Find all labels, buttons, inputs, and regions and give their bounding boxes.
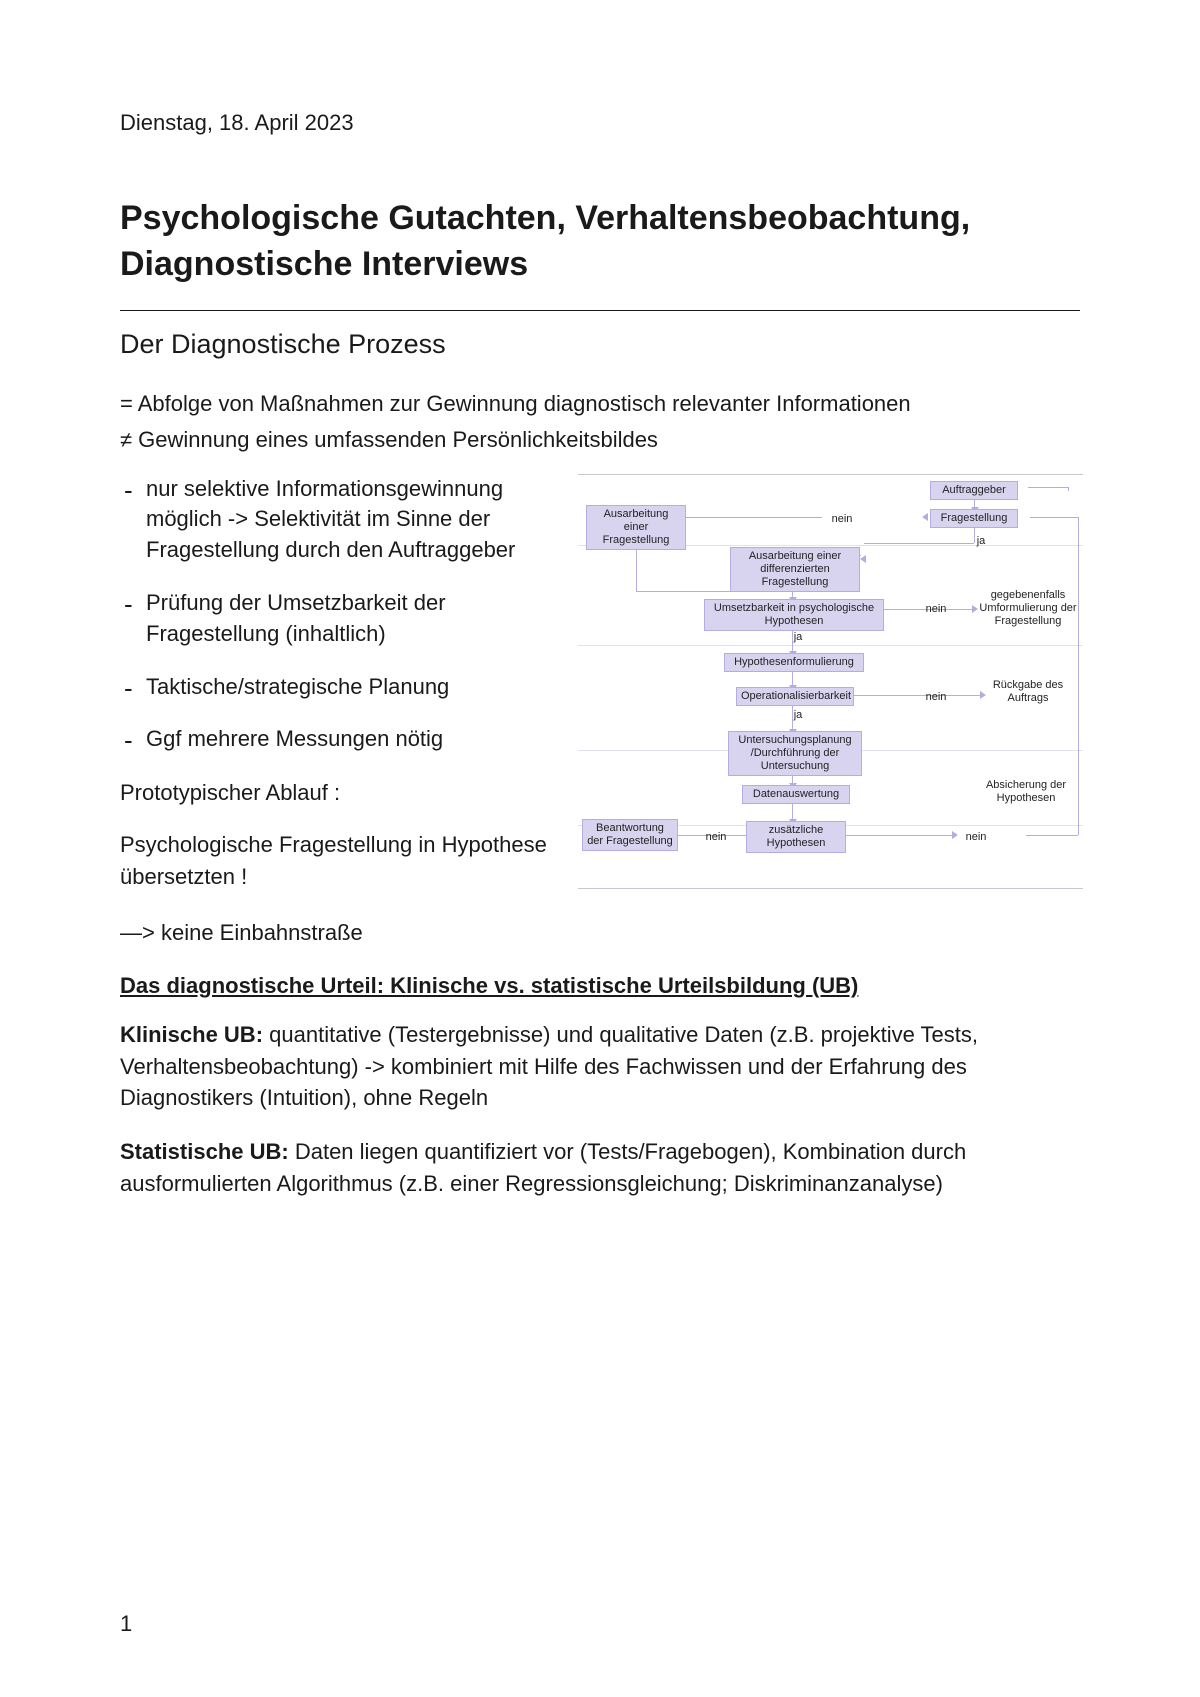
flowchart-node-oper: Operationalisierbarkeit [736, 687, 854, 706]
flowchart-label: nein [956, 831, 996, 844]
flowchart-connector [1030, 517, 1078, 518]
flowchart-label: nein [696, 831, 736, 844]
document-page: Dienstag, 18. April 2023 Psychologische … [0, 0, 1200, 1697]
definition-equals: = Abfolge von Maßnahmen zur Gewinnung di… [120, 388, 1080, 420]
section-subtitle: Der Diagnostische Prozess [120, 329, 1080, 360]
flowchart-connector [1078, 517, 1079, 835]
flowchart-node-hypForm: Hypothesenformulierung [724, 653, 864, 672]
flowchart-connector [1028, 487, 1068, 488]
flowchart-label: ja [788, 631, 808, 644]
flowchart-node-auftraggeber: Auftraggeber [930, 481, 1018, 500]
flowchart-label: Absicherung der Hypothesen [976, 779, 1076, 805]
flowchart-node-zushyp: zusätzliche Hypothesen [746, 821, 846, 853]
flowchart-label: gegebenenfalls Umformulierung der Frages… [976, 589, 1080, 629]
arrow-left-icon [860, 555, 866, 563]
flowchart-gridline [578, 645, 1083, 646]
flowchart-label: ja [966, 535, 996, 548]
bullet-column: nur selektive Informationsgewinnung mögl… [120, 474, 560, 913]
bullet-list: nur selektive Informationsgewinnung mögl… [120, 474, 560, 756]
flowchart-node-untplan: Untersuchungsplanung /Durchführung der U… [728, 731, 862, 777]
title-divider [120, 310, 1080, 311]
klinische-ub-label: Klinische UB: [120, 1022, 263, 1047]
flowchart-label: nein [916, 603, 956, 616]
proto-heading: Prototypischer Ablauf : [120, 777, 560, 809]
definition-notequals: ≠ Gewinnung eines umfassenden Persönlich… [120, 424, 1080, 456]
flowchart-connector [1068, 487, 1069, 491]
two-column-layout: nur selektive Informationsgewinnung mögl… [120, 474, 1080, 913]
klinische-ub-para: Klinische UB: quantitative (Testergebnis… [120, 1019, 1080, 1115]
after-columns: —> keine Einbahnstraße Das diagnostische… [120, 917, 1080, 1200]
list-item: Ggf mehrere Messungen nötig [120, 724, 560, 755]
list-item: Taktische/strategische Planung [120, 672, 560, 703]
statistische-ub-label: Statistische UB: [120, 1139, 289, 1164]
proto-arrow-line: —> keine Einbahnstraße [120, 917, 1080, 949]
flowchart-node-umsetz: Umsetzbarkeit in psychologische Hypothes… [704, 599, 884, 631]
flowchart-label: ja [788, 709, 808, 722]
judgement-section-heading: Das diagnostische Urteil: Klinische vs. … [120, 973, 1080, 999]
flowchart-connector [846, 835, 954, 836]
diagnostic-flowchart: Auftraggeber Ausarbeitung einer Fragestel… [578, 474, 1083, 889]
flowchart-node-datenausw: Datenauswertung [742, 785, 850, 804]
list-item: nur selektive Informationsgewinnung mögl… [120, 474, 560, 566]
arrow-left-icon [922, 513, 928, 521]
flowchart-node-fragest: Fragestellung [930, 509, 1018, 528]
flowchart-node-ausDiffF: Ausarbeitung einer differenzierten Frage… [730, 547, 860, 593]
statistische-ub-para: Statistische UB: Daten liegen quantifizi… [120, 1136, 1080, 1200]
flowchart-connector [864, 543, 974, 544]
arrow-right-icon [980, 691, 986, 699]
flowchart-column: Auftraggeber Ausarbeitung einer Fragestel… [578, 474, 1083, 913]
flowchart-connector [686, 517, 822, 518]
page-title: Psychologische Gutachten, Verhaltensbeob… [120, 196, 1080, 288]
list-item: Prüfung der Umsetzbarkeit der Fragestell… [120, 588, 560, 650]
flowchart-node-beantwF: Beantwortung der Fragestellung [582, 819, 678, 851]
flowchart-connector [1026, 835, 1078, 836]
flowchart-connector [636, 591, 732, 592]
proto-line: Psychologische Fragestellung in Hypothes… [120, 829, 560, 893]
document-date: Dienstag, 18. April 2023 [120, 110, 1080, 136]
flowchart-label: nein [916, 691, 956, 704]
flowchart-node-ausF: Ausarbeitung einer Fragestellung [586, 505, 686, 551]
flowchart-label: Rückgabe des Auftrags [988, 679, 1068, 705]
page-number: 1 [120, 1611, 132, 1637]
definition-block: = Abfolge von Maßnahmen zur Gewinnung di… [120, 388, 1080, 456]
flowchart-label: nein [822, 513, 862, 526]
